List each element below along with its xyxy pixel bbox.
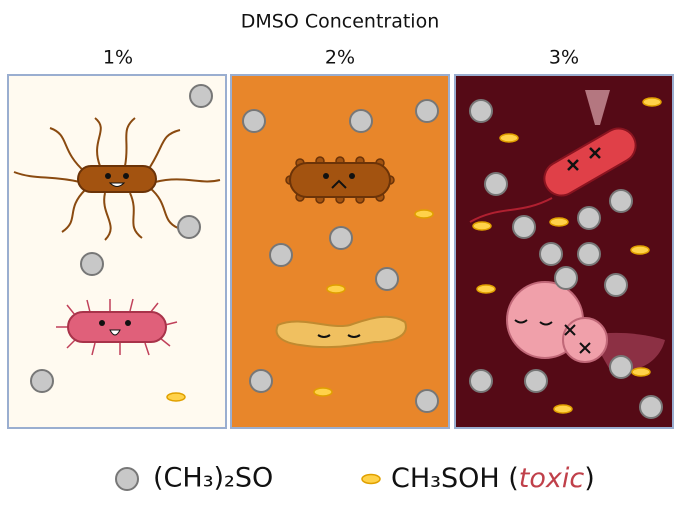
toxic-molecule	[549, 217, 569, 227]
dmso-molecule	[269, 243, 293, 267]
dmso-molecule	[30, 369, 54, 393]
bacterium-dying	[275, 315, 407, 349]
dmso-molecule	[554, 266, 578, 290]
dmso-molecule	[512, 215, 536, 239]
dmso-molecule	[375, 267, 399, 291]
dmso-molecule	[469, 99, 493, 123]
legend-label: CH₃SOH (toxic)	[391, 463, 595, 494]
legend-text: CH₃SOH (	[391, 463, 519, 494]
panel-label: 2%	[325, 47, 355, 69]
toxic-molecule	[472, 221, 492, 231]
bacterium	[77, 165, 157, 193]
dmso-molecule	[415, 389, 439, 413]
bacterium-spikes	[56, 298, 178, 356]
legend-text: )	[584, 463, 595, 494]
bacterium	[67, 311, 167, 343]
dmso-molecule	[415, 99, 439, 123]
legend-icon	[115, 467, 139, 491]
dmso-molecule	[189, 84, 213, 108]
dmso-molecule	[604, 273, 628, 297]
toxic-molecule	[414, 209, 434, 219]
legend-icon	[361, 473, 381, 485]
panel-label: 1%	[103, 47, 133, 69]
bacterium	[289, 162, 391, 198]
dmso-molecule	[177, 215, 201, 239]
legend-text-toxic: toxic	[519, 463, 585, 494]
toxic-molecule	[166, 392, 186, 402]
bacterium-dead	[543, 127, 637, 197]
bacterium-flagellated	[13, 117, 221, 241]
dmso-molecule	[249, 369, 273, 393]
panel-label: 3%	[549, 47, 579, 69]
toxic-molecule	[326, 284, 346, 294]
dmso-molecule	[349, 109, 373, 133]
toxic-molecule	[476, 284, 496, 294]
dmso-molecule	[609, 189, 633, 213]
dmso-molecule	[609, 355, 633, 379]
dmso-molecule	[484, 172, 508, 196]
panel	[7, 74, 227, 429]
dmso-molecule	[639, 395, 663, 419]
dmso-molecule	[469, 369, 493, 393]
toxic-molecule	[553, 404, 573, 414]
panel	[230, 74, 450, 429]
toxic-molecule	[630, 245, 650, 255]
dmso-molecule	[524, 369, 548, 393]
dmso-molecule	[80, 252, 104, 276]
toxic-molecule	[313, 387, 333, 397]
legend-label: (CH₃)₂SO	[153, 463, 273, 494]
dmso-molecule	[539, 242, 563, 266]
dmso-molecule	[242, 109, 266, 133]
toxic-molecule	[642, 97, 662, 107]
toxic-molecule	[631, 367, 651, 377]
dmso-molecule	[577, 206, 601, 230]
toxic-molecule	[499, 133, 519, 143]
dmso-molecule	[329, 226, 353, 250]
dmso-molecule	[577, 242, 601, 266]
title: DMSO Concentration	[241, 11, 440, 33]
